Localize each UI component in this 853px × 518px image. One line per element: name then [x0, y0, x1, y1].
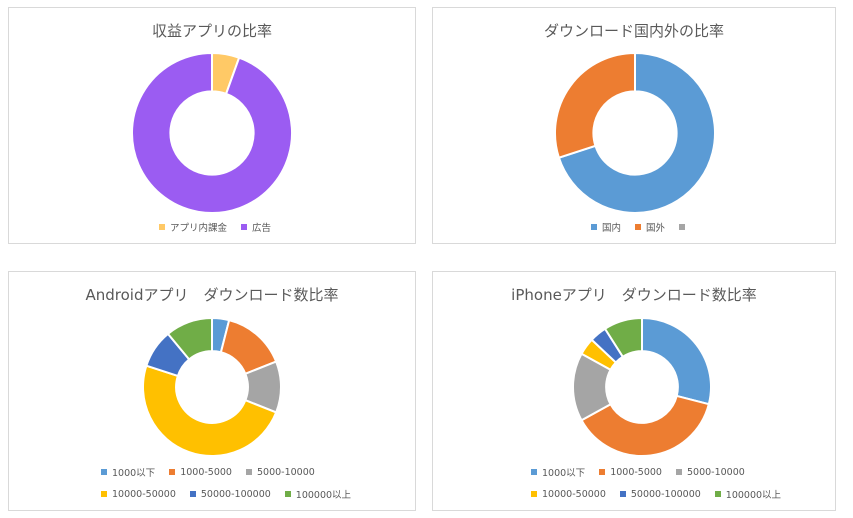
legend-item[interactable]: 1000-5000	[599, 465, 662, 479]
legend-item[interactable]: 100000以上	[714, 487, 782, 501]
chart-legend: 1000以下 1000-5000 5000-10000 10000-50000 5000…	[9, 465, 415, 501]
legend-label: 10000-50000	[112, 488, 176, 500]
legend-item[interactable]: 1000-5000	[169, 465, 232, 479]
legend-item[interactable]: 1000以下	[531, 465, 585, 479]
legend-swatch	[675, 469, 682, 475]
legend-label: 国内	[602, 223, 622, 234]
legend-swatch	[531, 491, 537, 497]
legend-item[interactable]: 100000以上	[284, 487, 352, 501]
legend-row: アプリ内課金 広告	[159, 220, 415, 234]
chart-legend: 国内 国外	[433, 220, 835, 234]
legend-label: 50000-100000	[630, 488, 701, 500]
legend-row: 10000-50000 50000-100000 100000以上	[531, 487, 835, 501]
legend-swatch	[101, 469, 107, 475]
legend-row: 1000以下 1000-5000 5000-10000	[531, 465, 835, 479]
legend-item[interactable]: 5000-10000	[245, 465, 315, 479]
donut-slice-4[interactable]	[142, 364, 278, 458]
donut-chart	[142, 316, 282, 458]
legend-row: 10000-50000 50000-100000 100000以上	[101, 487, 415, 501]
legend-item[interactable]: 50000-100000	[189, 487, 271, 501]
legend-row: 1000以下 1000-5000 5000-10000	[101, 465, 415, 479]
legend-swatch	[679, 224, 686, 230]
legend-swatch	[714, 491, 721, 497]
legend-label: 5000-10000	[686, 466, 745, 478]
legend-label: 5000-10000	[256, 466, 315, 478]
donut-slice-6[interactable]	[166, 316, 213, 361]
legend-item[interactable]: 広告	[241, 220, 271, 234]
chart-title: ダウンロード国内外の比率	[543, 22, 724, 40]
legend-item[interactable]: アプリ内課金	[159, 220, 227, 234]
donut-chart	[572, 316, 712, 457]
chart-title: iPhoneアプリ ダウンロード数比率	[511, 286, 757, 304]
legend-label: 100000以上	[725, 490, 782, 501]
legend-item[interactable]: 10000-50000	[531, 487, 606, 501]
chart-legend: アプリ内課金 広告	[9, 220, 415, 234]
legend-label: 50000-100000	[200, 488, 271, 500]
donut-slice-2[interactable]	[580, 394, 711, 457]
legend-item[interactable]	[679, 220, 690, 234]
legend-swatch	[619, 491, 626, 497]
donut-slice-1[interactable]	[641, 316, 712, 406]
legend-label: アプリ内課金	[170, 223, 228, 234]
chart-legend: 1000以下 1000-5000 5000-10000 10000-50000 5000…	[433, 465, 835, 501]
donut-slice-2[interactable]	[554, 51, 636, 159]
chart-panel-revenue[interactable]: 収益アプリの比率 アプリ内課金 広告	[8, 7, 416, 244]
donut-slice-1[interactable]	[557, 51, 716, 214]
legend-row: 国内 国外	[591, 220, 835, 234]
legend-swatch	[169, 469, 176, 475]
legend-item[interactable]: 国外	[635, 220, 665, 234]
legend-swatch	[284, 491, 291, 497]
donut-chart	[131, 51, 293, 214]
legend-swatch	[591, 224, 597, 230]
donut-slice-2[interactable]	[131, 51, 293, 214]
chart-panel-download-region[interactable]: ダウンロード国内外の比率 国内 国外	[432, 7, 836, 244]
legend-swatch	[635, 224, 642, 230]
legend-item[interactable]: 10000-50000	[101, 487, 176, 501]
legend-label: 1000以下	[542, 468, 586, 479]
legend-label: 1000以下	[112, 468, 156, 479]
chart-panel-iphone-downloads[interactable]: iPhoneアプリ ダウンロード数比率 1000以下 1000-5000 5000-…	[432, 271, 836, 511]
chart-panel-android-downloads[interactable]: Androidアプリ ダウンロード数比率 1000以下 1000-5000 5000…	[8, 271, 416, 511]
donut-chart	[554, 51, 716, 214]
legend-swatch	[245, 469, 252, 475]
legend-item[interactable]: 5000-10000	[675, 465, 745, 479]
legend-label: 広告	[252, 223, 272, 234]
legend-label: 10000-50000	[542, 488, 606, 500]
chart-title: Androidアプリ ダウンロード数比率	[85, 286, 339, 304]
legend-swatch	[101, 491, 107, 497]
legend-item[interactable]: 国内	[591, 220, 621, 234]
legend-swatch	[531, 469, 537, 475]
legend-item[interactable]: 50000-100000	[619, 487, 701, 501]
legend-swatch	[159, 224, 165, 230]
legend-label: 国外	[646, 223, 666, 234]
legend-swatch	[599, 469, 606, 475]
donut-slice-6[interactable]	[603, 316, 643, 359]
legend-label: 1000-5000	[610, 466, 662, 478]
legend-label: 1000-5000	[180, 466, 232, 478]
legend-swatch	[241, 224, 248, 230]
chart-title: 収益アプリの比率	[151, 22, 272, 40]
legend-label: 100000以上	[295, 490, 352, 501]
legend-item[interactable]: 1000以下	[101, 465, 155, 479]
legend-swatch	[189, 491, 196, 497]
